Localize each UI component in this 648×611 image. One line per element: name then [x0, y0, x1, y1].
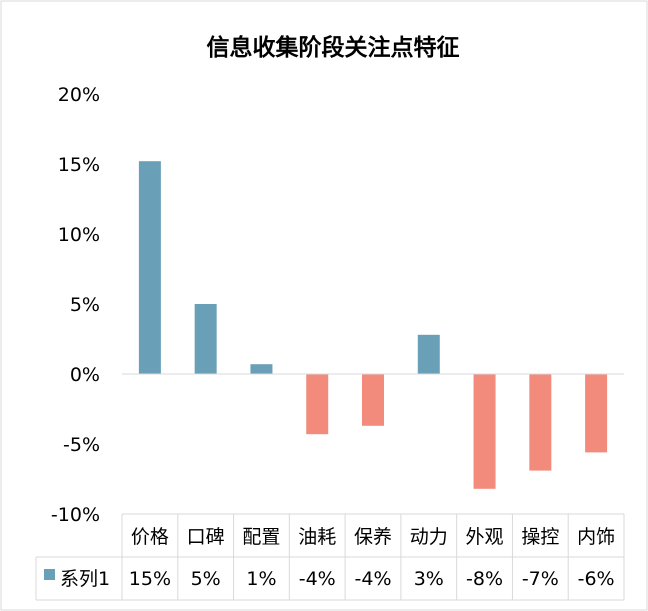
bar [585, 374, 608, 453]
bar [250, 364, 273, 374]
bar [306, 374, 329, 435]
category-label: 价格 [131, 526, 169, 548]
y-axis: -10% -5% 0% 5% 10% 15% 20% [51, 84, 100, 526]
category-label: 保养 [354, 526, 392, 548]
y-tick-label: 15% [58, 154, 100, 176]
table-value: -4% [355, 568, 392, 590]
category-label: 配置 [242, 526, 280, 548]
y-tick-label: 0% [70, 364, 100, 386]
table-value: -4% [299, 568, 336, 590]
bars [122, 161, 624, 489]
bar [194, 304, 217, 374]
y-tick-label: -10% [51, 504, 100, 526]
category-label: 外观 [466, 526, 504, 548]
y-tick-label: 10% [58, 224, 100, 246]
bar [417, 334, 440, 374]
y-tick-label: 20% [58, 84, 100, 106]
y-tick-label: -5% [63, 434, 100, 456]
chart-title: 信息收集阶段关注点特征 [207, 34, 460, 61]
category-label: 操控 [521, 526, 559, 548]
table-value: 3% [414, 568, 444, 590]
table-value: -6% [578, 568, 615, 590]
table-value: 1% [246, 568, 276, 590]
category-label: 内饰 [577, 526, 615, 548]
table-value: -7% [522, 568, 559, 590]
bar [529, 374, 552, 471]
data-table: 价格 15% 口碑 5% 配置 1% 油耗 -4% 保养 -4% 动力 3% 外观 -8% 操控 -7% 内饰 -… [35, 513, 625, 601]
bar [362, 374, 384, 426]
category-label: 油耗 [298, 526, 336, 548]
table-value: -8% [466, 568, 503, 590]
legend-label: 系列1 [60, 568, 110, 590]
category-label: 口碑 [187, 526, 225, 548]
y-tick-label: 5% [70, 294, 100, 316]
legend-key [44, 569, 55, 580]
category-label: 动力 [410, 526, 448, 548]
table-value: 15% [129, 568, 171, 590]
table-value: 5% [191, 568, 221, 590]
bar [473, 374, 496, 489]
bar [138, 161, 161, 374]
